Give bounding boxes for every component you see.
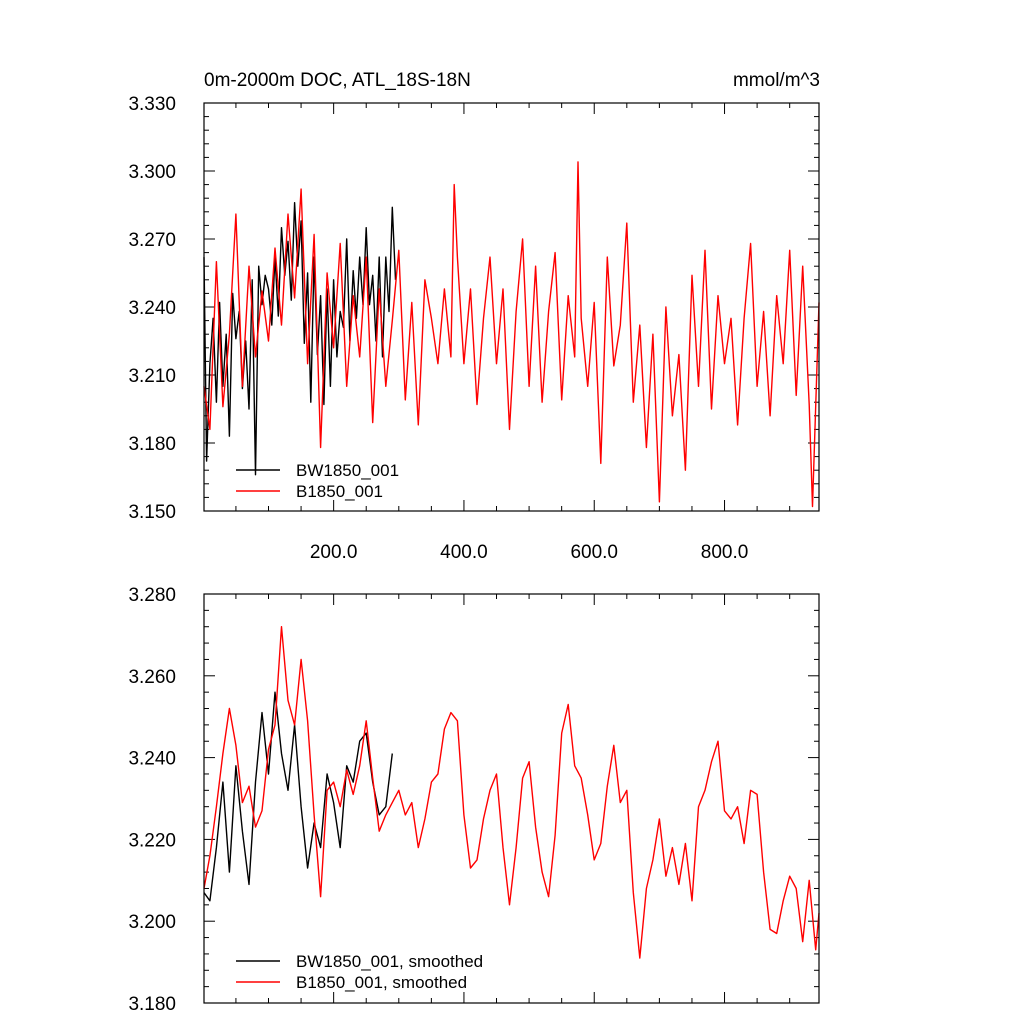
bottom-ytick-label: 3.200 bbox=[128, 912, 176, 933]
top-xtick-label: 600.0 bbox=[570, 542, 618, 563]
top-ytick-label: 3.210 bbox=[128, 366, 176, 387]
bottom-ytick-label: 3.180 bbox=[128, 994, 176, 1015]
bottom-legend-label-black: BW1850_001, smoothed bbox=[296, 952, 483, 971]
top-ytick-label: 3.180 bbox=[128, 434, 176, 455]
top-chart-title: 0m-2000m DOC, ATL_18S-18N bbox=[204, 70, 471, 91]
bottom-legend-label-red: B1850_001, smoothed bbox=[296, 973, 467, 992]
top-xtick-label: 200.0 bbox=[310, 542, 358, 563]
top-axis-group: 3.150 3.180 3.210 3.240 3.270 3.300 3.330 200.0… bbox=[128, 94, 819, 563]
top-ytick-label: 3.240 bbox=[128, 298, 176, 319]
bottom-legend: BW1850_001, smoothed B1850_001, smoothed bbox=[236, 952, 483, 992]
top-series-group bbox=[203, 161, 820, 508]
top-ytick-label: 3.330 bbox=[128, 94, 176, 115]
bottom-series-black-line bbox=[203, 691, 393, 902]
top-series-red-line bbox=[203, 161, 820, 508]
top-legend-label-black: BW1850_001 bbox=[296, 461, 399, 480]
top-legend-label-red: B1850_001 bbox=[296, 482, 383, 501]
bottom-series-red-line bbox=[203, 626, 820, 959]
top-plot-frame bbox=[203, 102, 820, 512]
top-chart: 0m-2000m DOC, ATL_18S-18N mmol/m^3 3.150… bbox=[128, 70, 820, 563]
top-xtick-label: 400.0 bbox=[440, 542, 488, 563]
bottom-series-group bbox=[203, 626, 820, 959]
bottom-ytick-label: 3.240 bbox=[128, 749, 176, 770]
top-xtick-label: 800.0 bbox=[701, 542, 749, 563]
top-ytick-label: 3.270 bbox=[128, 230, 176, 251]
bottom-ytick-label: 3.260 bbox=[128, 667, 176, 688]
top-series-black-line bbox=[203, 201, 397, 476]
top-chart-units: mmol/m^3 bbox=[733, 70, 820, 91]
bottom-chart: 3.180 3.200 3.220 3.240 3.260 3.280 BW1850_00… bbox=[128, 585, 820, 1015]
top-ytick-label: 3.150 bbox=[128, 502, 176, 523]
top-legend: BW1850_001 B1850_001 bbox=[236, 461, 399, 501]
bottom-ytick-label: 3.280 bbox=[128, 585, 176, 606]
bottom-plot-frame bbox=[203, 593, 820, 1004]
bottom-axis-group: 3.180 3.200 3.220 3.240 3.260 3.280 bbox=[128, 585, 819, 1015]
top-ytick-label: 3.300 bbox=[128, 162, 176, 183]
bottom-ytick-label: 3.220 bbox=[128, 830, 176, 851]
